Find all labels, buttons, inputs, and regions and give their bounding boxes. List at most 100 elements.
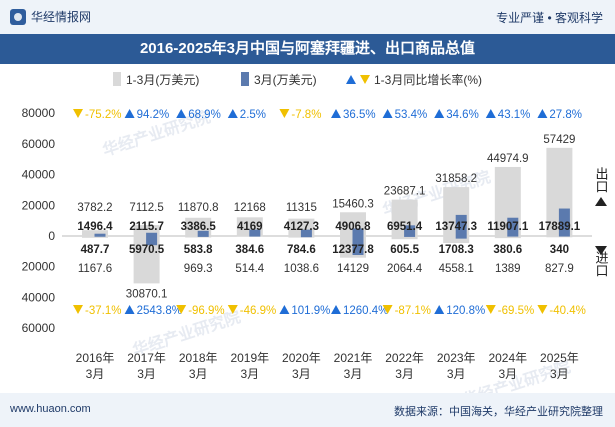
label-export-monthly: 13747.3 bbox=[435, 221, 477, 233]
bar-export-monthly bbox=[146, 232, 158, 236]
bar-export-monthly bbox=[352, 228, 364, 236]
bar-import-monthly bbox=[455, 236, 467, 239]
label-import-monthly: 340 bbox=[550, 244, 569, 256]
x-tick-label: 3月 bbox=[86, 367, 105, 381]
bar-export-cumulative bbox=[133, 225, 160, 236]
brand-logo-icon bbox=[10, 8, 26, 25]
growth-up-triangle-icon bbox=[331, 305, 341, 314]
growth-up-triangle-icon bbox=[485, 109, 496, 118]
label-export-monthly: 4906.8 bbox=[335, 221, 371, 233]
side-label-export: 出口 bbox=[594, 167, 609, 193]
label-import-cumulative: 1167.6 bbox=[78, 263, 112, 275]
x-tick-label: 3月 bbox=[395, 367, 414, 381]
label-import-monthly: 5970.5 bbox=[129, 244, 165, 256]
bar-import-monthly bbox=[197, 236, 209, 237]
label-export-growth: 34.6% bbox=[446, 109, 479, 121]
y-tick-label: 60000 bbox=[22, 137, 56, 151]
label-export-growth: 36.5% bbox=[343, 109, 376, 121]
top-bar: 华经情报网 专业严谨 • 客观科学 bbox=[0, 0, 615, 34]
import-down-arrow-icon bbox=[595, 246, 607, 255]
footer-url[interactable]: www.huaon.com bbox=[10, 403, 91, 415]
label-import-growth: -69.5% bbox=[498, 305, 534, 317]
growth-up-triangle-icon bbox=[537, 109, 548, 118]
growth-up-triangle-icon bbox=[382, 109, 393, 118]
growth-down-triangle-icon bbox=[485, 305, 496, 314]
x-tick-label: 2023年 bbox=[437, 351, 476, 365]
label-export-monthly: 17889.1 bbox=[539, 221, 581, 233]
label-export-cumulative: 15460.3 bbox=[332, 198, 374, 210]
label-export-growth: -75.2% bbox=[85, 109, 121, 121]
x-tick-label: 3月 bbox=[498, 367, 517, 381]
bar-import-cumulative bbox=[546, 236, 573, 238]
x-tick-label: 2017年 bbox=[127, 351, 166, 365]
label-import-growth: 2543.8% bbox=[137, 305, 182, 317]
x-tick-label: 3月 bbox=[447, 367, 466, 381]
bar-import-monthly bbox=[352, 236, 364, 255]
bar-export-monthly bbox=[300, 229, 312, 236]
label-import-monthly: 384.6 bbox=[235, 244, 264, 256]
x-tick-label: 2016年 bbox=[76, 351, 115, 365]
bar-import-monthly bbox=[300, 236, 312, 238]
growth-up-triangle-icon bbox=[279, 305, 290, 314]
chart-title: 2016-2025年3月中国与阿塞拜疆进、出口商品总值 bbox=[0, 34, 615, 64]
x-tick-label: 2020年 bbox=[282, 351, 321, 365]
growth-down-triangle-icon bbox=[73, 305, 83, 314]
growth-up-triangle-icon bbox=[434, 305, 445, 314]
bar-import-cumulative bbox=[443, 236, 470, 243]
growth-up-triangle-icon bbox=[124, 305, 135, 314]
footer-bar: www.huaon.com 数据来源：中国海关，华经产业研究院整理 bbox=[0, 393, 615, 427]
label-export-monthly: 3386.5 bbox=[181, 221, 217, 233]
label-import-monthly: 12377.8 bbox=[332, 244, 374, 256]
label-export-monthly: 6951.4 bbox=[387, 221, 423, 233]
label-import-growth: -40.4% bbox=[549, 305, 585, 317]
brand[interactable]: 华经情报网 bbox=[10, 8, 91, 25]
growth-down-triangle-icon bbox=[227, 305, 238, 314]
x-tick-label: 3月 bbox=[344, 367, 363, 381]
bar-import-monthly bbox=[507, 236, 519, 237]
side-label-import: 进口 bbox=[594, 251, 609, 277]
bar-export-monthly bbox=[507, 217, 519, 236]
legend-swatch-cumulative bbox=[113, 72, 121, 86]
label-export-growth: 2.5% bbox=[240, 109, 266, 121]
label-export-cumulative: 11870.8 bbox=[178, 202, 219, 214]
label-import-cumulative: 14129 bbox=[337, 263, 369, 275]
bar-import-cumulative bbox=[494, 236, 521, 239]
label-export-growth: 53.4% bbox=[395, 109, 428, 121]
y-tick-label: 0 bbox=[48, 229, 55, 243]
data-source: 数据来源：中国海关，华经产业研究院整理 bbox=[394, 406, 603, 418]
label-export-growth: 94.2% bbox=[137, 109, 170, 121]
growth-up-triangle-icon bbox=[227, 109, 238, 118]
growth-down-triangle-icon bbox=[279, 109, 290, 118]
legend-up-triangle-icon bbox=[346, 75, 356, 84]
y-tick-label: 40000 bbox=[22, 290, 56, 304]
label-export-cumulative: 23687.1 bbox=[384, 186, 426, 198]
label-import-cumulative: 1038.6 bbox=[284, 263, 319, 275]
label-export-monthly: 2115.7 bbox=[129, 221, 164, 233]
y-tick-label: 60000 bbox=[22, 321, 56, 335]
label-export-monthly: 11907.1 bbox=[487, 221, 529, 233]
x-tick-label: 2022年 bbox=[385, 351, 424, 365]
label-import-growth: -96.9% bbox=[188, 305, 224, 317]
y-tick-label: 80000 bbox=[22, 106, 56, 120]
y-tick-label: 20000 bbox=[22, 198, 56, 212]
label-import-monthly: 1708.3 bbox=[439, 244, 474, 256]
label-import-growth: 1260.4% bbox=[343, 305, 388, 317]
label-import-growth: 120.8% bbox=[446, 305, 485, 317]
label-import-monthly: 605.5 bbox=[390, 244, 419, 256]
label-export-cumulative: 12168 bbox=[234, 202, 266, 214]
label-import-cumulative: 827.9 bbox=[545, 263, 574, 275]
legend-swatch-monthly bbox=[241, 72, 249, 86]
x-tick-label: 3月 bbox=[189, 367, 208, 381]
x-tick-label: 2019年 bbox=[230, 351, 269, 365]
bar-import-monthly bbox=[146, 236, 158, 246]
bar-export-monthly bbox=[197, 230, 209, 236]
label-import-cumulative: 969.3 bbox=[184, 263, 213, 275]
y-tick-label: 20000 bbox=[22, 260, 56, 274]
label-import-growth: -37.1% bbox=[85, 305, 121, 317]
x-tick-label: 3月 bbox=[137, 367, 156, 381]
bar-export-monthly bbox=[558, 208, 570, 236]
bar-import-cumulative bbox=[391, 236, 418, 240]
tagline: 专业严谨 • 客观科学 bbox=[496, 11, 603, 25]
legend-label-cumulative: 1-3月(万美元) bbox=[126, 73, 199, 87]
